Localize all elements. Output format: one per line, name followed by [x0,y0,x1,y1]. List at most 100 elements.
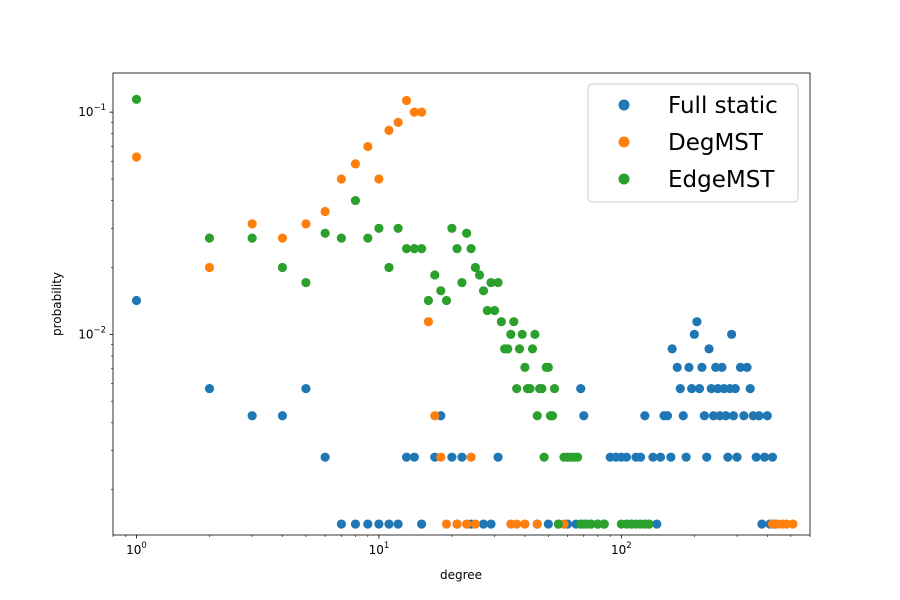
data-point [579,411,589,421]
data-point [672,362,682,372]
data-point [547,411,558,421]
data-point [441,519,452,529]
data-point [417,107,427,117]
data-point [430,411,440,421]
data-point [447,452,457,462]
data-point [204,262,215,273]
data-point [512,383,522,394]
data-point [732,452,742,462]
data-point [635,452,646,462]
data-point [447,223,457,233]
data-point [493,452,503,462]
data-point [478,519,489,529]
data-point [417,519,427,529]
data-point [350,519,361,529]
legend-box [587,83,799,203]
data-point [689,329,699,339]
data-point [704,344,714,354]
data-point [549,383,560,394]
data-point [131,94,142,104]
data-point [131,152,142,162]
data-point [757,519,767,529]
data-point [788,519,798,529]
data-point [762,411,772,421]
data-point [506,329,516,339]
series-degmst [131,95,798,529]
data-point [417,244,427,254]
data-point [666,452,676,462]
data-point [474,270,485,280]
data-point [393,223,403,233]
data-point [735,362,746,372]
data-point [648,452,658,462]
data-point [503,344,513,354]
data-point [384,262,394,273]
data-point [277,233,288,243]
data-point [655,452,666,462]
data-point [393,519,403,529]
data-point [363,233,373,243]
data-point [436,452,446,462]
data-point [336,519,346,529]
data-point [470,262,480,273]
data-point [384,519,394,529]
data-point [409,107,419,117]
data-point [247,411,257,421]
data-point [436,286,446,296]
data-point [697,362,707,372]
data-point [706,383,716,394]
data-point [301,277,311,288]
data-point [374,223,384,233]
data-point [336,233,346,243]
data-point [760,452,770,462]
data-point [486,277,496,288]
data-point [393,117,403,127]
data-point [363,519,373,529]
data-point [543,519,553,529]
data-point [301,383,311,394]
data-point [543,362,553,372]
data-point [320,228,330,238]
data-point [702,452,712,462]
data-point [470,519,480,529]
data-point [496,317,506,327]
data-point [751,452,761,462]
data-point [684,362,694,372]
data-point [537,383,547,394]
data-point [781,519,792,529]
series-edgemst [131,94,654,529]
data-point [553,519,564,529]
y-tick-label: 10−1 [78,103,106,119]
legend: Full static DegMST EdgeMST [587,83,799,203]
data-point [728,411,739,421]
data-point [204,233,215,243]
data-point [466,244,476,254]
data-point [336,174,346,184]
data-point [708,411,719,421]
data-point [423,295,434,306]
data-point [576,383,586,394]
data-point [687,383,697,394]
data-point [652,519,662,529]
data-point [517,329,527,339]
data-point [640,411,650,421]
data-point [527,344,538,354]
x-tick-label: 101 [369,541,390,557]
data-point [320,206,330,217]
series-full-static [131,295,780,529]
data-point [131,295,142,306]
data-point [466,452,476,462]
y-tick-label: 10−2 [78,325,106,341]
data-point [667,344,677,354]
data-point [247,233,257,243]
data-point [745,383,755,394]
data-point [247,219,257,229]
data-points [131,94,798,529]
data-point [401,95,412,106]
data-point [520,362,530,372]
data-point [363,141,373,152]
data-point [452,519,462,529]
data-point [462,519,472,529]
data-point [401,244,412,254]
